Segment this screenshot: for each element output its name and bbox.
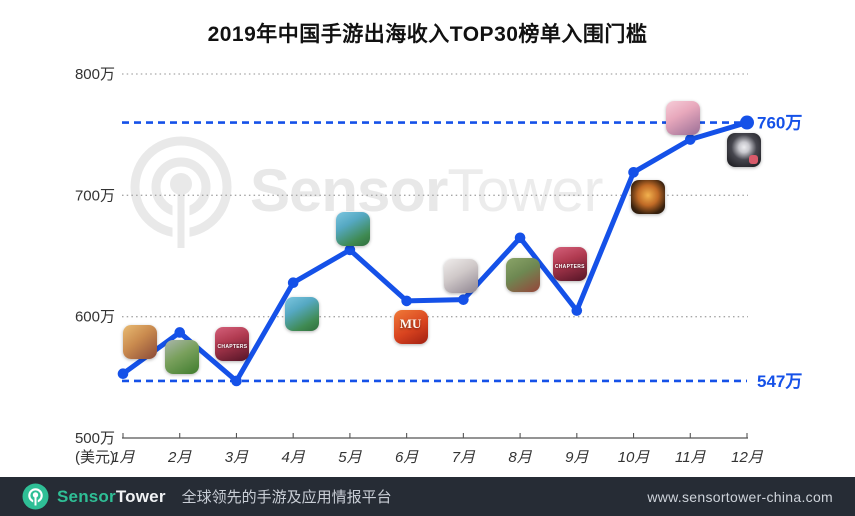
x-tick-label-5月: 5月 <box>338 449 362 466</box>
footer-brand-block: SensorTower 全球领先的手游及应用情报平台 <box>22 483 392 510</box>
data-point-1月 <box>117 368 129 379</box>
data-point-8月 <box>514 232 526 244</box>
footer-brand-name: SensorTower <box>57 487 166 507</box>
chart-area: SensorTower 500万 600万 700万 800万 (美元) 1月 2月 3月 4月… <box>75 66 802 466</box>
footer-bar: SensorTower 全球领先的手游及应用情报平台 www.sensortow… <box>0 477 855 516</box>
footer-brand-sensor: Sensor <box>57 486 116 506</box>
x-tick-label-7月: 7月 <box>452 449 476 466</box>
chart-title: 2019年中国手游出海收入TOP30榜单入围门槛 <box>207 23 648 46</box>
data-point-6月 <box>401 295 412 307</box>
data-point-10月 <box>628 166 639 178</box>
data-point-12月 <box>740 115 754 130</box>
footer-url: www.sensortower-china.com <box>647 488 833 505</box>
x-tick-label-11月: 11月 <box>675 449 707 466</box>
x-tick-label-9月: 9月 <box>565 449 589 466</box>
x-tick-label-3月: 3月 <box>225 449 249 466</box>
threshold-line-series <box>120 120 750 384</box>
data-point-3月 <box>231 375 242 387</box>
y-tick-label: 700万 <box>75 187 115 204</box>
data-point-7月 <box>458 294 469 305</box>
x-tick-label-4月: 4月 <box>282 449 306 466</box>
footer-tagline: 全球领先的手游及应用情报平台 <box>181 489 392 506</box>
x-tick-label-1月: 1月 <box>111 449 135 466</box>
data-point-5月 <box>344 244 356 256</box>
x-tick-label-6月: 6月 <box>395 449 419 466</box>
line-chart: 500万 600万 700万 800万 (美元)1月 2月 3月 4月 5月 6月 7月 8月 9月 10… <box>75 66 802 466</box>
data-point-11月 <box>684 134 696 145</box>
y-axis-unit-label: (美元) <box>75 449 115 466</box>
footer-brand-tower: Tower <box>115 486 166 506</box>
y-tick-label: 500万 <box>75 430 115 447</box>
x-tick-label-12月: 12月 <box>731 449 764 466</box>
ref-line-label-547: 547万 <box>757 372 802 391</box>
data-point-2月 <box>174 327 186 338</box>
x-tick-label-10月: 10月 <box>618 449 651 466</box>
y-tick-label: 600万 <box>75 309 115 326</box>
x-tick-label-8月: 8月 <box>508 449 532 466</box>
ref-line-label-760: 760万 <box>757 114 802 133</box>
y-tick-label: 800万 <box>75 66 115 83</box>
data-point-9月 <box>571 305 583 316</box>
data-point-4月 <box>287 277 299 288</box>
x-tick-label-2月: 2月 <box>167 449 192 466</box>
sensortower-logo-icon <box>22 483 49 510</box>
